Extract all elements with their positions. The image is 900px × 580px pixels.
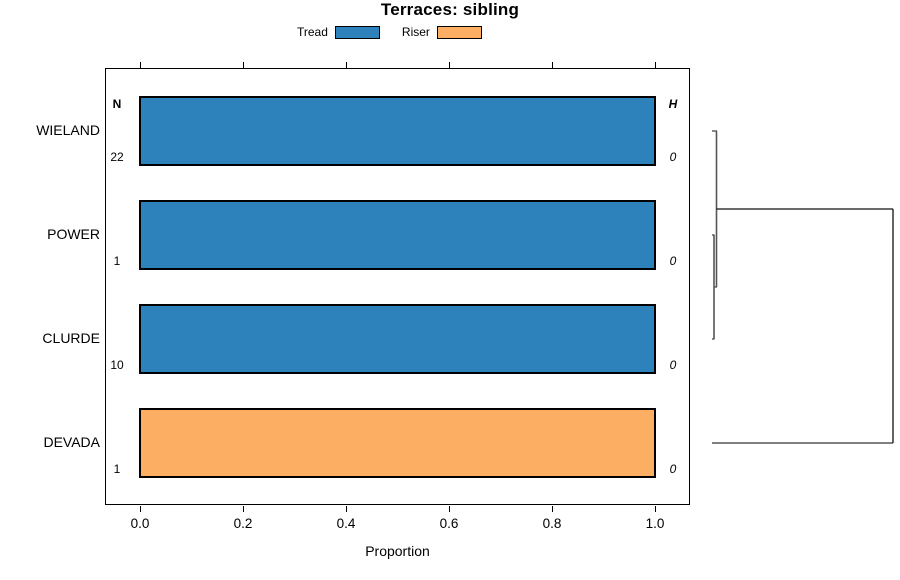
bar-power	[139, 200, 656, 270]
dendrogram	[712, 130, 894, 444]
top-axis-tick	[655, 62, 656, 68]
row-label-devada: DEVADA	[43, 434, 100, 450]
bar-wieland	[139, 96, 656, 166]
x-axis-title: Proportion	[365, 543, 430, 559]
bottom-axis-tick	[552, 506, 553, 512]
plot-frame	[105, 68, 690, 505]
top-axis-tick	[449, 62, 450, 68]
row-label-wieland: WIELAND	[36, 122, 100, 138]
n-value-wieland: 22	[110, 150, 124, 164]
n-value-clurde: 10	[110, 358, 124, 372]
h-value-devada: 0	[669, 462, 677, 476]
bottom-axis-tick	[346, 506, 347, 512]
n-value-devada: 1	[113, 462, 121, 476]
legend-label-tread: Tread	[297, 25, 328, 39]
chart-title: Terraces: sibling	[380, 0, 520, 19]
n-column-header: N	[112, 97, 122, 111]
x-tick-label: 0.0	[130, 516, 150, 531]
x-tick-label: 1.0	[645, 516, 665, 531]
legend: Tread Riser	[297, 25, 482, 39]
bottom-axis-tick	[449, 506, 450, 512]
bar-track	[139, 200, 656, 270]
bar-clurde	[139, 304, 656, 374]
bar-devada	[139, 408, 656, 478]
h-value-power: 0	[669, 254, 677, 268]
h-value-wieland: 0	[669, 150, 677, 164]
top-axis-tick	[552, 62, 553, 68]
top-axis-tick	[346, 62, 347, 68]
legend-swatch-tread	[334, 25, 380, 39]
x-tick-label: 0.2	[233, 516, 253, 531]
x-tick-label: 0.4	[336, 516, 356, 531]
row-label-clurde: CLURDE	[42, 330, 100, 346]
n-value-power: 1	[113, 254, 121, 268]
bar-track	[139, 96, 656, 166]
top-axis-tick	[140, 62, 141, 68]
legend-swatch-riser	[436, 25, 482, 39]
h-column-header: H	[668, 97, 678, 111]
h-value-clurde: 0	[669, 358, 677, 372]
row-label-power: POWER	[47, 226, 100, 242]
bar-track	[139, 304, 656, 374]
legend-label-riser: Riser	[401, 25, 430, 39]
bottom-axis-tick	[243, 506, 244, 512]
x-tick-label: 0.8	[542, 516, 562, 531]
bar-track	[139, 408, 656, 478]
bottom-axis-tick	[140, 506, 141, 512]
top-axis-tick	[243, 62, 244, 68]
bottom-axis-tick	[655, 506, 656, 512]
x-tick-label: 0.6	[439, 516, 459, 531]
